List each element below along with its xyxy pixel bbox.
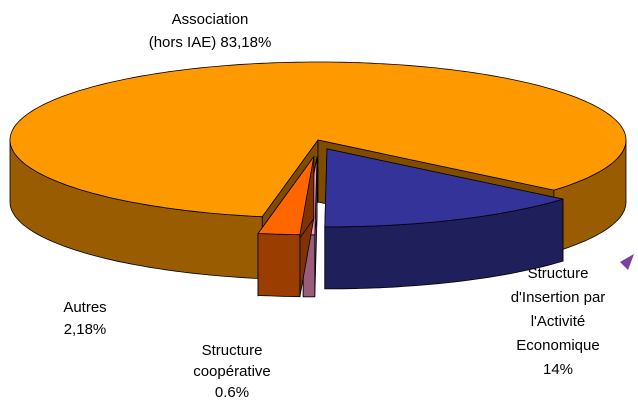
category: Autres bbox=[63, 299, 107, 316]
value-label: 14% bbox=[542, 361, 574, 378]
slice-label: Structure d'Insertion par l'Activité Eco… bbox=[488, 262, 628, 382]
category: Association (hors IAE) bbox=[148, 11, 249, 51]
slice bbox=[257, 155, 315, 298]
slice-label: Structure coopérative 0.6% bbox=[162, 340, 302, 403]
value-label: 0.6% bbox=[214, 384, 250, 401]
slice bbox=[324, 148, 564, 290]
value-label: 2,18% bbox=[63, 321, 107, 338]
slice-top bbox=[9, 61, 627, 218]
value-label: 83,18% bbox=[220, 34, 272, 51]
slice-label: Autres 2,18% bbox=[40, 297, 130, 341]
category: Structure coopérative bbox=[193, 342, 271, 380]
slice-wall bbox=[257, 233, 301, 298]
slice-top bbox=[257, 156, 315, 236]
slice-top bbox=[324, 148, 564, 228]
category: Structure d'Insertion par l'Activité Eco… bbox=[510, 265, 606, 354]
slice-label: Association (hors IAE) 83,18% bbox=[110, 8, 310, 54]
arrow-head bbox=[620, 254, 634, 270]
